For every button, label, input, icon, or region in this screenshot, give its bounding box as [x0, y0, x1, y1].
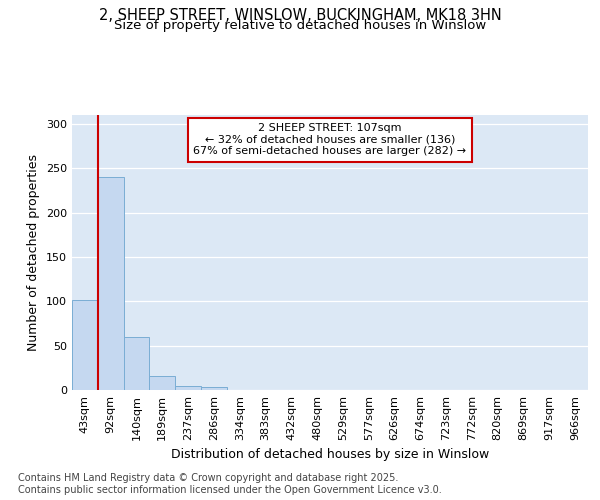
Text: Size of property relative to detached houses in Winslow: Size of property relative to detached ho… [114, 19, 486, 32]
Bar [124, 337, 149, 390]
Text: 2 SHEEP STREET: 107sqm
← 32% of detached houses are smaller (136)
67% of semi-de: 2 SHEEP STREET: 107sqm ← 32% of detached… [193, 123, 467, 156]
Bar [98, 177, 124, 390]
Text: Contains HM Land Registry data © Crown copyright and database right 2025.
Contai: Contains HM Land Registry data © Crown c… [18, 474, 442, 495]
X-axis label: Distribution of detached houses by size in Winslow: Distribution of detached houses by size … [171, 448, 489, 462]
Bar [201, 388, 227, 390]
Text: 2, SHEEP STREET, WINSLOW, BUCKINGHAM, MK18 3HN: 2, SHEEP STREET, WINSLOW, BUCKINGHAM, MK… [98, 8, 502, 22]
Bar [72, 300, 98, 390]
Y-axis label: Number of detached properties: Number of detached properties [28, 154, 40, 351]
Bar [149, 376, 175, 390]
Bar [175, 386, 201, 390]
